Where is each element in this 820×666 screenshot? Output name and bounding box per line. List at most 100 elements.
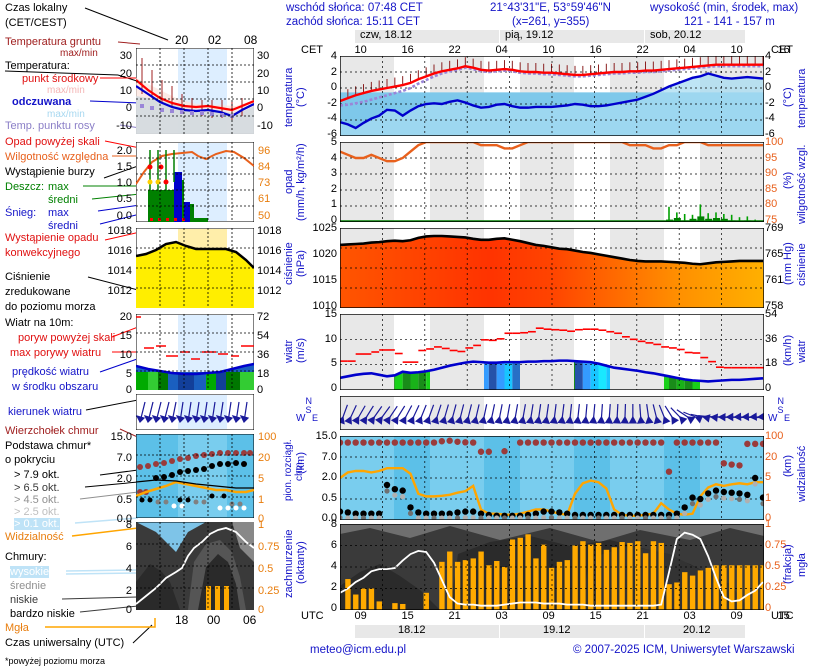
ylabel-cloud-name-left: pion. rozciągł. chm. (283, 428, 305, 512)
mini-tick-b-18: 18 (175, 613, 188, 627)
hour-tick: 15 (590, 610, 602, 622)
hour-tick: 22 (449, 44, 461, 56)
mini-cl-tick-05: 0.5 (96, 494, 132, 506)
mini-cv-tick-0: 0 (100, 604, 132, 616)
hour-tick: 10 (543, 44, 555, 56)
mini-cv-tick-8: 8 (100, 519, 132, 531)
ylabel-wind-name-left: wiatr (283, 326, 295, 376)
mini-pr-tick-0: 0.0 (100, 210, 132, 222)
hour-tick: 09 (543, 610, 555, 622)
hour-tick: 16 (590, 44, 602, 56)
mini-wd-tick-10: 10 (100, 349, 132, 361)
mini-wd-rtick-72: 72 (257, 311, 289, 323)
hour-tick: 15 (778, 610, 790, 622)
day-label-2: pią, 19.12 (505, 29, 553, 41)
compass-w-left: W (296, 413, 305, 424)
mini-chart-cloud (136, 434, 254, 518)
mini-pr-tick-15: 1.5 (100, 161, 132, 173)
compass-s-right: S (777, 406, 784, 415)
ylabel-wind-unit-right: (km/h) (782, 322, 794, 378)
mini-wd-rtick-0: 0 (257, 384, 289, 396)
mini-temp-tick--10: -10 (95, 120, 132, 132)
ylabel-precip-unit-right: (%) (782, 160, 794, 200)
mini-pr-tick-1: 1.0 (100, 177, 132, 189)
utc-label-left: UTC (301, 610, 324, 622)
legend-panel: Czas lokalny (CET/CEST) Temperatura grun… (0, 0, 290, 660)
ylabel-precip-name-left: opad (283, 152, 295, 212)
mini-chart-wind (136, 314, 254, 390)
mini-wd-tick-20: 20 (100, 311, 132, 323)
mini-tick-08: 08 (244, 33, 257, 47)
mini-ps-tick-1014: 1014 (92, 265, 132, 277)
ylabel-press-name-right: ciśnienie (796, 230, 808, 300)
ylabel-temp-unit-right: (°C) (782, 58, 794, 136)
hour-tick: 03 (496, 610, 508, 622)
day-band-b-2 (500, 625, 644, 638)
footer-copyright: © 2007-2025 ICM, Uniwersytet Warszawski (573, 644, 795, 656)
ylabel-cover-unit-right: (frakcja) (782, 534, 794, 594)
chart-panel (340, 142, 764, 222)
grid-point-text: (x=261, y=355) (512, 16, 589, 28)
mini-ps-tick-1016: 1016 (92, 245, 132, 257)
ylabel-temp-name-right: temperatura (796, 58, 808, 138)
mini-chart-pressure (136, 228, 254, 308)
mini-ps-tick-1012: 1012 (92, 285, 132, 297)
hour-tick: 10 (355, 44, 367, 56)
axis-tick: 0 (295, 382, 337, 394)
mini-chart-temperature (136, 48, 254, 134)
hour-tick: 09 (355, 610, 367, 622)
sunrise-text: wschód słońca: 07:48 CET (286, 2, 423, 14)
mini-cl-tick-150: 15.0 (96, 431, 132, 443)
axis-tick: 0 (765, 382, 807, 394)
mini-temp-tick-0: 0 (100, 102, 132, 114)
day-band-b-1 (355, 625, 499, 638)
mini-cl-tick-70: 7.0 (96, 452, 132, 464)
hour-tick: 16 (402, 44, 414, 56)
mini-ps-tick-1018: 1018 (92, 225, 132, 237)
day-label-b-2: 19.12 (543, 624, 571, 636)
ylabel-precip-unit-left: (mm/h, kg/m²/h) (295, 142, 307, 222)
compass-e-right: E (784, 413, 790, 423)
ylabel-cover-name-left: zachmurzenie (283, 524, 295, 604)
day-label-3: sob, 20.12 (650, 29, 701, 41)
mini-chart-cover (136, 522, 254, 610)
day-label-b-3: 20.12 (683, 624, 711, 636)
ylabel-press-name-left: ciśnienie (283, 228, 295, 300)
hour-tick: 04 (684, 44, 696, 56)
mini-chart-precip (136, 142, 254, 222)
hour-tick: 21 (449, 610, 461, 622)
hour-tick: 09 (731, 610, 743, 622)
day-label-1: czw, 18.12 (360, 29, 412, 41)
ylabel-press-unit-right: (mm Hg) (782, 234, 794, 294)
ylabel-press-unit-left: (hPa) (295, 234, 307, 294)
ylabel-wind-name-right: wiatr (796, 326, 808, 376)
coordinates-text: 21°43'31"E, 53°59'46"N (490, 2, 611, 14)
chart-panel (340, 56, 764, 136)
hour-tick: 22 (637, 44, 649, 56)
hour-tick: 04 (496, 44, 508, 56)
mini-temp-tick-30: 30 (100, 50, 132, 62)
mini-cl-tick-20: 2.0 (96, 473, 132, 485)
chart-panel (340, 524, 764, 610)
mini-wd-tick-5: 5 (100, 368, 132, 380)
mini-temp-tick-20: 20 (100, 68, 132, 80)
mini-tick-b-00: 00 (207, 613, 220, 627)
sunset-text: zachód słońca: 15:11 CET (286, 16, 420, 28)
altitude-label: wysokość (min, środek, max) (650, 2, 798, 14)
mini-cv-tick-6: 6 (100, 541, 132, 553)
compass-e-left: E (312, 413, 318, 423)
mini-tick-20: 20 (175, 33, 188, 47)
ylabel-temp-name-left: temperatura (283, 58, 295, 136)
mini-pr-tick-2: 2.0 (100, 145, 132, 157)
ylabel-cover-unit-left: (oktanty) (295, 528, 307, 598)
day-label-b-1: 18.12 (398, 624, 426, 636)
hour-tick: 03 (684, 610, 696, 622)
footer-email[interactable]: meteo@icm.edu.pl (310, 644, 406, 656)
ylabel-wind-unit-left: (m/s) (295, 322, 307, 378)
mini-cv-tick-2: 2 (100, 585, 132, 597)
hour-tick: 21 (637, 610, 649, 622)
mini-tick-02: 02 (208, 33, 221, 47)
chart-panel (340, 396, 764, 430)
